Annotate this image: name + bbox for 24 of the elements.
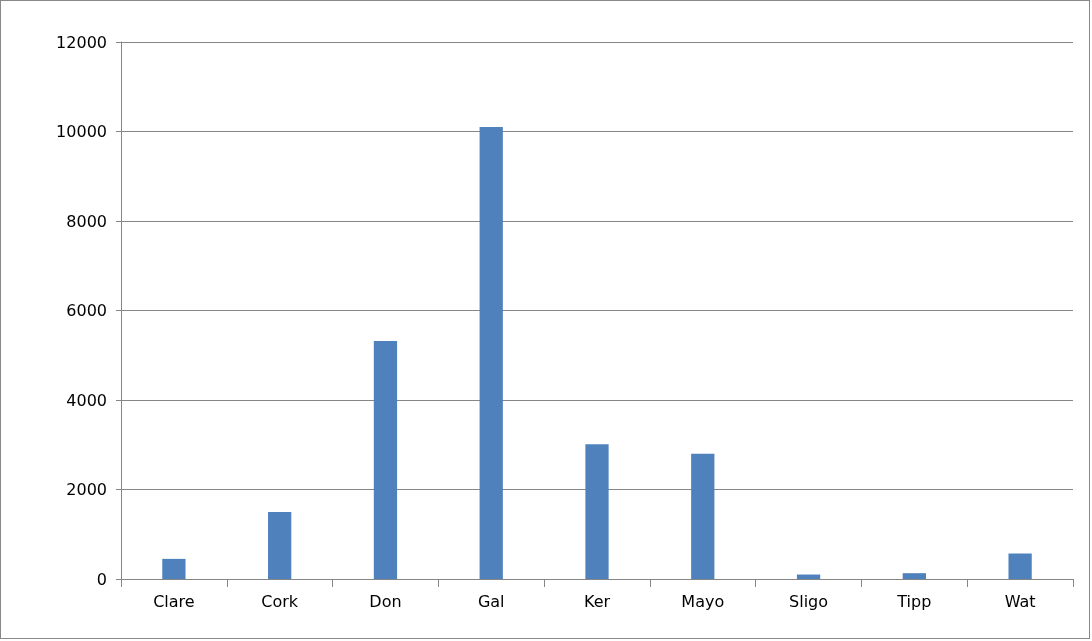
bar: [691, 453, 715, 579]
bar: [268, 511, 292, 579]
x-tick-label: Ker: [583, 591, 611, 611]
bar: [902, 573, 926, 579]
y-tick-label: 12000: [56, 32, 107, 52]
x-tick-label: Clare: [153, 591, 195, 611]
x-tick-label: Wat: [1004, 591, 1036, 611]
bar: [1008, 553, 1032, 579]
y-tick-label: 6000: [66, 301, 107, 320]
x-tick-label: Cork: [261, 591, 299, 611]
bar: [162, 558, 186, 579]
x-tick-label: Sligo: [789, 591, 829, 611]
y-tick-label: 2000: [66, 480, 107, 499]
bar: [585, 444, 609, 579]
x-tick-label: Don: [369, 591, 402, 611]
y-tick-label: 0: [96, 569, 107, 589]
x-tick-label: Tipp: [896, 591, 932, 611]
x-tick-label: Mayo: [681, 591, 725, 611]
y-tick-label: 8000: [66, 211, 107, 231]
bar: [373, 340, 398, 579]
y-tick-label: 10000: [56, 122, 107, 141]
x-tick-label: Gal: [477, 591, 505, 611]
y-tick-label: 4000: [66, 390, 107, 410]
bar: [479, 127, 503, 579]
